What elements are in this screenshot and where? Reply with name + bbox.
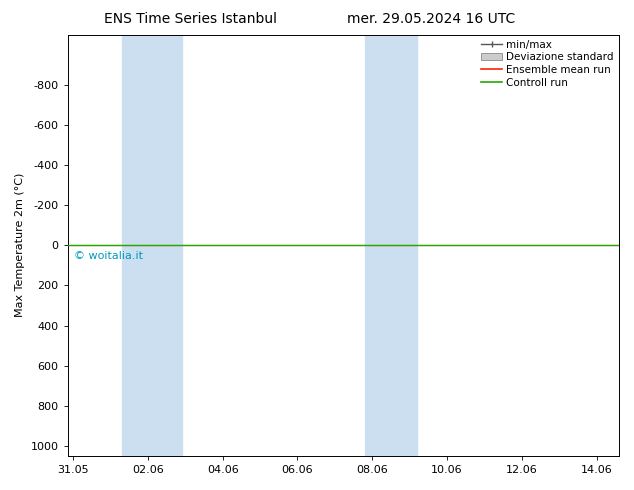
Text: mer. 29.05.2024 16 UTC: mer. 29.05.2024 16 UTC: [347, 12, 515, 26]
Text: ENS Time Series Istanbul: ENS Time Series Istanbul: [104, 12, 276, 26]
Text: © woitalia.it: © woitalia.it: [74, 251, 143, 261]
Y-axis label: Max Temperature 2m (°C): Max Temperature 2m (°C): [15, 173, 25, 318]
Bar: [365, 35, 417, 456]
Legend: min/max, Deviazione standard, Ensemble mean run, Controll run: min/max, Deviazione standard, Ensemble m…: [478, 37, 617, 91]
Bar: [122, 35, 181, 456]
